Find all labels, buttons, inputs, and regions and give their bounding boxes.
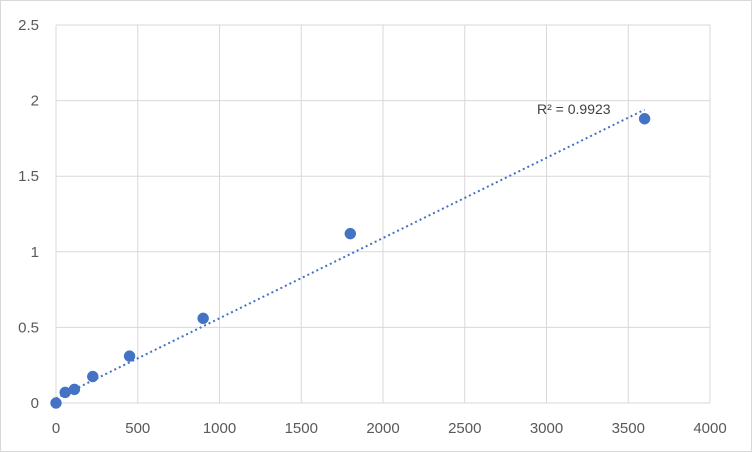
x-tick-label: 4000 xyxy=(693,420,726,437)
x-tick-label: 500 xyxy=(125,420,150,437)
linear-trendline xyxy=(55,108,646,400)
x-tick-label: 1500 xyxy=(285,420,318,437)
x-tick-label: 2000 xyxy=(366,420,399,437)
data-point xyxy=(87,370,99,383)
gridlines xyxy=(56,24,711,403)
y-tick-label: 0.5 xyxy=(18,319,39,336)
x-tick-label: 2500 xyxy=(448,420,481,437)
axes xyxy=(55,25,710,404)
data-points xyxy=(50,112,651,409)
r-squared-annotation: R² = 0.9923 xyxy=(537,101,611,117)
x-tick-label: 1000 xyxy=(203,420,236,437)
y-tick-label: 0 xyxy=(31,395,39,412)
y-tick-label: 2 xyxy=(31,93,39,110)
data-point xyxy=(123,350,136,362)
y-tick-label: 1.5 xyxy=(18,168,39,185)
y-tick-label: 2.5 xyxy=(18,17,39,34)
data-point xyxy=(197,312,209,325)
tick-labels: 0 500 1000 1500 2000 2500 3000 3500 4000 0 0.5 1 1.5… xyxy=(18,17,727,437)
y-tick-label: 1 xyxy=(31,244,39,261)
trendline-layer xyxy=(55,108,646,400)
x-tick-label: 3500 xyxy=(612,420,645,437)
data-point xyxy=(50,397,62,409)
data-point xyxy=(344,227,357,240)
x-tick-label: 0 xyxy=(52,420,60,437)
data-point xyxy=(638,112,651,125)
x-tick-label: 3000 xyxy=(530,420,563,437)
data-point xyxy=(68,383,81,396)
